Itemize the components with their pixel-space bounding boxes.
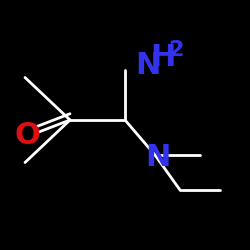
Text: O: O xyxy=(14,120,40,150)
Text: H: H xyxy=(150,43,176,72)
Text: 2: 2 xyxy=(169,40,184,60)
Text: N: N xyxy=(135,50,160,80)
Text: N: N xyxy=(145,143,170,172)
